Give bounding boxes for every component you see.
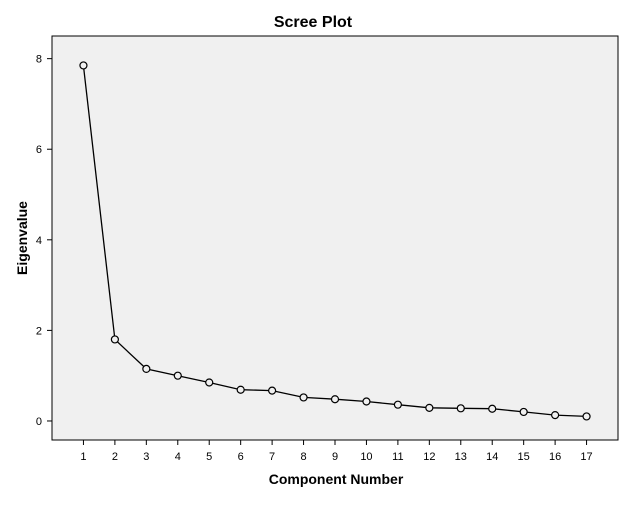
x-tick-label: 14 <box>486 451 498 463</box>
data-point <box>330 395 340 404</box>
data-point <box>236 385 245 394</box>
y-tick-label: 4 <box>36 235 42 247</box>
y-tick-label: 2 <box>36 325 42 337</box>
data-point <box>362 397 371 406</box>
data-point <box>551 410 560 420</box>
x-tick-label: 15 <box>518 451 530 463</box>
y-tick-label: 0 <box>36 416 42 428</box>
chart-title: Scree Plot <box>274 14 353 31</box>
y-tick-label: 6 <box>36 144 42 156</box>
data-point <box>142 364 151 373</box>
x-tick-label: 1 <box>80 451 86 463</box>
y-axis: 0 2 4 6 8 <box>36 54 52 428</box>
x-tick-label: 12 <box>423 451 435 463</box>
data-point <box>582 412 591 421</box>
x-tick-label: 10 <box>360 451 372 463</box>
x-tick-label: 5 <box>206 451 212 463</box>
x-tick-label: 17 <box>580 451 592 463</box>
x-tick-label: 6 <box>238 451 244 463</box>
data-point <box>110 335 119 344</box>
x-tick-label: 13 <box>455 451 467 463</box>
y-axis-label: Eigenvalue <box>14 201 30 275</box>
data-markers <box>79 61 591 421</box>
x-tick-label: 7 <box>269 451 275 463</box>
data-point <box>205 378 214 387</box>
x-tick-label: 16 <box>549 451 561 463</box>
x-tick-label: 11 <box>392 451 403 463</box>
data-point <box>79 61 88 70</box>
data-point <box>488 404 497 413</box>
x-axis-label: Component Number <box>269 471 404 487</box>
data-point <box>268 386 277 395</box>
x-tick-label: 4 <box>175 451 181 463</box>
data-point <box>425 403 434 412</box>
x-tick-label: 8 <box>300 451 306 463</box>
x-tick-label: 2 <box>112 451 118 463</box>
x-tick-label: 3 <box>143 451 149 463</box>
x-axis: 1 2 3 4 5 6 7 8 9 10 11 12 13 14 15 16 17 <box>80 440 593 463</box>
data-point <box>299 393 308 402</box>
data-point <box>519 407 528 417</box>
data-point <box>456 404 465 413</box>
data-point <box>393 400 402 409</box>
x-tick-label: 9 <box>332 451 338 463</box>
y-tick-label: 8 <box>36 54 42 66</box>
data-point <box>173 371 182 380</box>
plot-area <box>51 35 619 441</box>
